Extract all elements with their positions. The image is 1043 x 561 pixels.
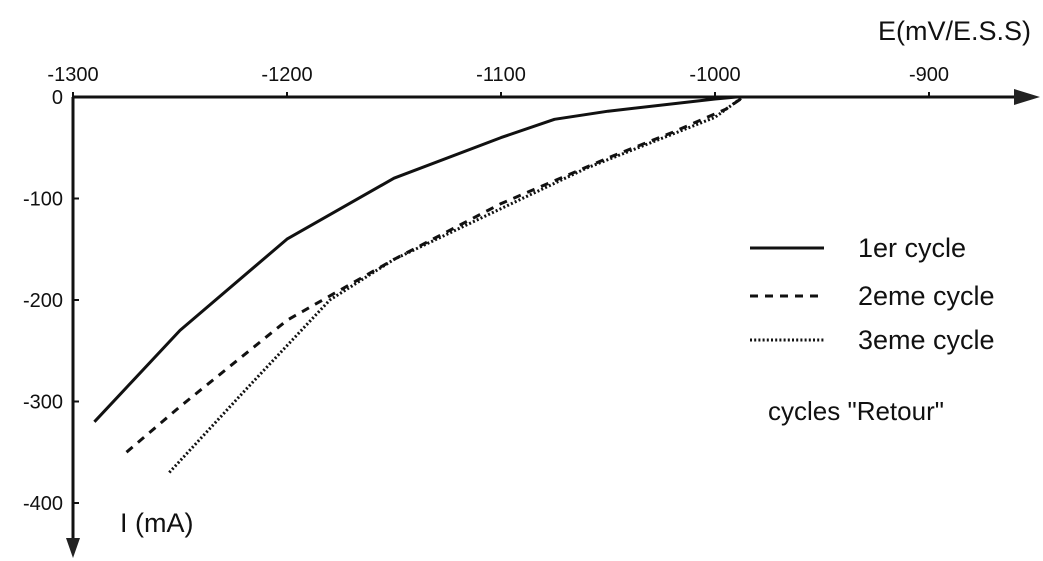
x-tick-label: -1100	[476, 64, 526, 86]
legend-label-2: 2eme cycle	[858, 281, 995, 311]
legend-label-3: 3eme cycle	[858, 325, 995, 355]
x-axis-title: E(mV/E.S.S)	[878, 16, 1031, 46]
x-axis-arrow-icon	[1014, 89, 1040, 105]
y-tick-label: -300	[23, 392, 63, 414]
y-axis-arrow-icon	[66, 538, 80, 558]
y-tick-label: -100	[23, 189, 63, 211]
series-line-2	[125, 97, 742, 454]
x-tick-label: -1200	[261, 64, 312, 86]
legend-note: cycles "Retour"	[768, 396, 944, 426]
series-line-3	[168, 95, 744, 474]
series-group	[93, 95, 744, 474]
x-tick-label: -1000	[689, 64, 740, 86]
series-line-1	[93, 95, 737, 423]
x-tick-label: -1300	[47, 64, 98, 86]
y-tick-label: -400	[23, 493, 63, 515]
axes: -1300 -1200 -1100 -1000 -900 0 -100 -200 -300 -40…	[23, 16, 1040, 558]
y-axis-title: I (mA)	[120, 508, 194, 538]
legend-label-1: 1er cycle	[858, 233, 966, 263]
y-tick-label: -200	[23, 290, 63, 312]
x-tick-label: -900	[909, 64, 949, 86]
y-tick-label: 0	[52, 87, 63, 109]
legend: 1er cycle 2eme cycle 3eme cycle cycles "Ret…	[750, 233, 995, 426]
